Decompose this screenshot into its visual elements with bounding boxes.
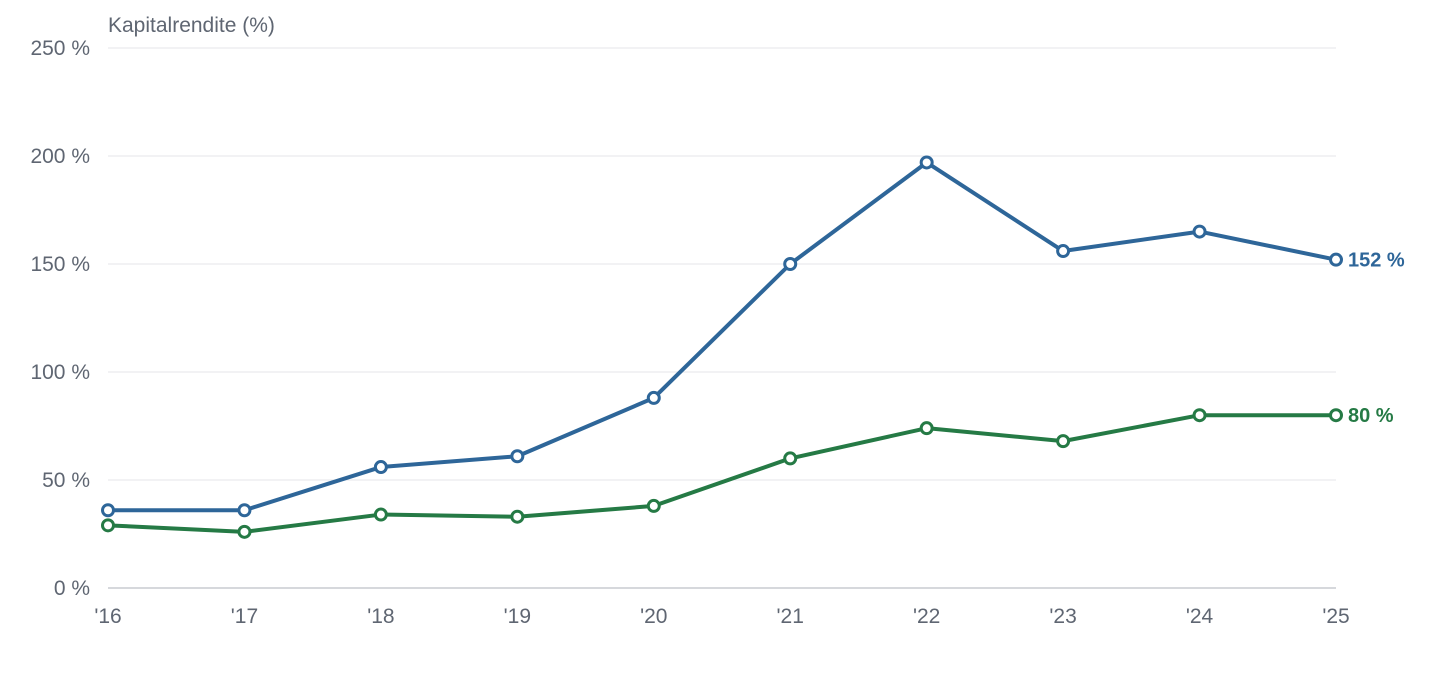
series-line [106, 413, 1338, 534]
series-lines: 152 % 80 % [101, 155, 1405, 539]
data-point[interactable] [510, 509, 525, 524]
y-tick-label: 0 % [54, 577, 90, 600]
data-point[interactable] [783, 257, 798, 271]
data-point[interactable] [646, 498, 661, 513]
data-point[interactable] [510, 449, 525, 464]
series-end-label: 80 % [1348, 405, 1394, 427]
data-point[interactable] [1056, 434, 1071, 449]
x-tick-label: '20 [640, 605, 667, 628]
y-tick-label: 50 % [42, 469, 90, 492]
data-point[interactable] [373, 507, 388, 522]
data-point[interactable] [101, 503, 115, 518]
data-point[interactable] [919, 155, 934, 170]
x-tick-label: '25 [1322, 605, 1349, 628]
data-point[interactable] [1056, 244, 1071, 259]
x-tick-label: '21 [777, 605, 804, 628]
data-point[interactable] [237, 503, 252, 518]
data-point[interactable] [373, 460, 388, 475]
series-1: 152 % [101, 155, 1405, 518]
data-point[interactable] [1192, 224, 1207, 239]
data-point[interactable] [783, 451, 798, 466]
series-line [106, 160, 1338, 513]
gridlines [108, 47, 1336, 589]
data-point[interactable] [1329, 408, 1343, 423]
x-tick-label: '19 [504, 605, 531, 628]
data-point[interactable] [1192, 408, 1207, 423]
data-point[interactable] [646, 390, 661, 405]
y-tick-label: 100 % [30, 361, 90, 384]
data-point[interactable] [237, 524, 252, 539]
y-tick-label: 150 % [30, 253, 90, 276]
series-end-label: 152 % [1348, 250, 1405, 272]
data-point[interactable] [101, 518, 115, 533]
y-axis-ticks: 0 % 50 % 100 % 150 % 200 % 250 % [30, 37, 90, 600]
x-tick-label: '17 [231, 605, 258, 628]
x-tick-label: '24 [1186, 605, 1214, 628]
x-tick-label: '18 [367, 605, 394, 628]
y-axis-title: Kapitalrendite (%) [108, 14, 275, 37]
x-tick-label: '16 [94, 605, 121, 628]
data-point[interactable] [1329, 252, 1343, 267]
x-tick-label: '23 [1049, 605, 1076, 628]
x-axis-ticks: '16 '17 '18 '19 '20 '21 '22 '23 '24 '25 [94, 605, 1349, 628]
y-tick-label: 250 % [30, 37, 90, 60]
data-point[interactable] [919, 421, 934, 436]
x-tick-label: '22 [913, 605, 940, 628]
series-2: 80 % [101, 405, 1394, 539]
y-tick-label: 200 % [30, 145, 90, 168]
